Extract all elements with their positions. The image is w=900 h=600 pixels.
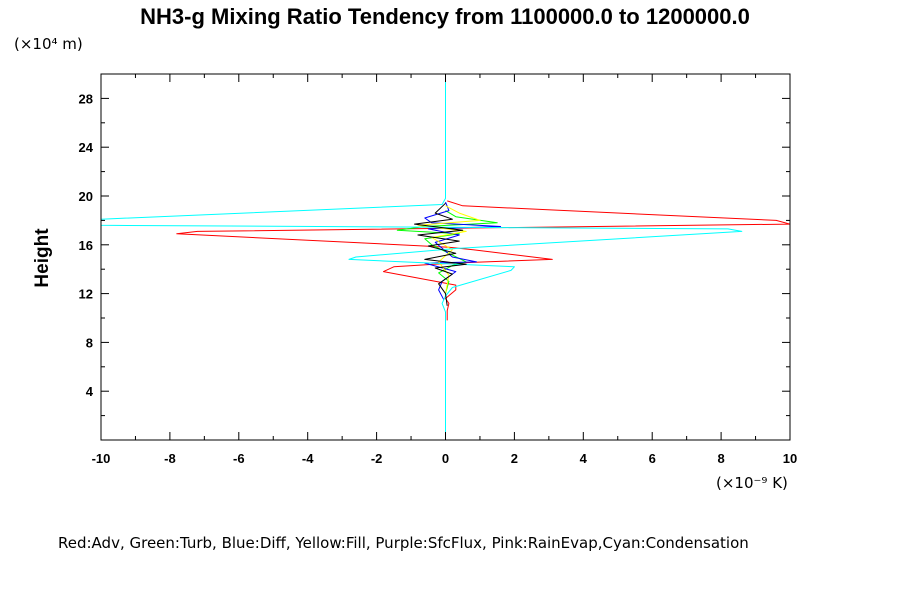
x-tick-label: 10 [783,451,797,466]
y-tick-label: 8 [86,335,93,350]
chart-title: NH3-g Mixing Ratio Tendency from 1100000… [140,4,750,29]
y-tick-label: 16 [79,238,93,253]
series-layer [101,74,790,440]
x-tick-label: -10 [92,451,111,466]
x-tick-label: 4 [580,451,588,466]
y-tick-label: 4 [86,384,94,399]
y-tick-label: 28 [79,91,93,106]
series-line-adv [176,200,790,321]
series-line-turb [396,210,498,294]
series-line-condensation [101,74,743,440]
y-tick-label: 12 [79,287,93,302]
series-line-fill [417,205,481,294]
y-tick-label: 20 [79,189,93,204]
series-line-diff [424,201,502,300]
y-axis-label: Height [32,228,53,288]
series-line-total [414,202,467,306]
y-tick-label: 24 [79,140,94,155]
x-tick-label: -4 [302,451,314,466]
x-tick-label: 6 [649,451,656,466]
x-tick-label: -8 [164,451,176,466]
legend-text: Red:Adv, Green:Turb, Blue:Diff, Yellow:F… [58,534,749,552]
x-tick-label: 0 [442,451,449,466]
y-axis-unit: (×10⁴ m) [14,35,83,53]
x-axis-unit: (×10⁻⁹ K) [716,474,788,492]
x-tick-label: 2 [511,451,518,466]
x-tick-label: -2 [371,451,383,466]
x-tick-label: -6 [233,451,245,466]
x-tick-label: 8 [717,451,724,466]
